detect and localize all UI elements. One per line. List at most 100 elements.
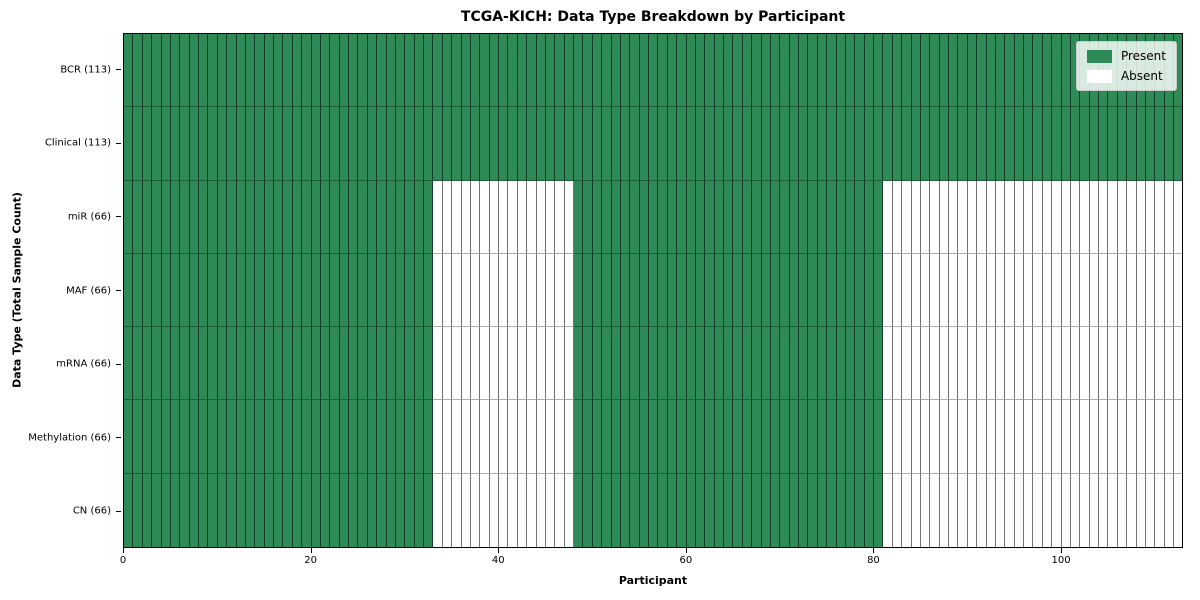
heatmap-cell [817, 327, 828, 401]
heatmap-cell [236, 34, 246, 108]
heatmap-cell [227, 327, 237, 401]
heatmap-cell [1080, 473, 1090, 547]
heatmap-cell [433, 180, 443, 254]
heatmap-cell [780, 253, 790, 328]
heatmap-cell [620, 400, 631, 474]
heatmap-cell [133, 327, 143, 401]
heatmap-cell [395, 34, 406, 108]
heatmap-cell [1127, 180, 1137, 254]
heatmap-cell [349, 473, 359, 547]
heatmap-cell [405, 34, 415, 108]
heatmap-cell [1117, 473, 1128, 547]
heatmap-cell [742, 253, 753, 328]
heatmap-cell [283, 400, 293, 474]
heatmap-cell [180, 473, 190, 547]
heatmap-cell [245, 107, 256, 181]
heatmap-cell [227, 473, 237, 547]
heatmap-cell [667, 107, 678, 181]
heatmap-cell [245, 253, 256, 328]
heatmap-cell [733, 400, 743, 474]
heatmap-cell [264, 107, 274, 181]
heatmap-cell [386, 327, 396, 401]
heatmap-cell [892, 107, 903, 181]
heatmap-cell [442, 34, 453, 108]
heatmap-cell [452, 107, 462, 181]
heatmap-cell [902, 473, 912, 547]
heatmap-cell [883, 107, 893, 181]
heatmap-cell [264, 327, 274, 401]
heatmap-cell [1005, 327, 1015, 401]
heatmap-cell [517, 34, 528, 108]
heatmap-cell [424, 400, 434, 474]
heatmap-cell [958, 473, 968, 547]
heatmap-cell [180, 107, 190, 181]
heatmap-cell [695, 400, 706, 474]
heatmap-cell [349, 180, 359, 254]
heatmap-cell [283, 34, 293, 108]
heatmap-cell [733, 327, 743, 401]
heatmap-cell [752, 34, 762, 108]
y-tick-mark [116, 363, 121, 365]
heatmap-cell [1033, 107, 1043, 181]
heatmap-cell [264, 473, 274, 547]
heatmap-cell [930, 107, 940, 181]
heatmap-cell [817, 107, 828, 181]
heatmap-cell [827, 34, 837, 108]
y-tick-mark [116, 437, 121, 439]
heatmap-cell [405, 473, 415, 547]
heatmap-cell [1089, 107, 1099, 181]
heatmap-cell [864, 400, 874, 474]
heatmap-cell [470, 400, 481, 474]
heatmap-cell [930, 327, 940, 401]
heatmap-cell [611, 180, 621, 254]
heatmap-cell [742, 180, 753, 254]
legend-item-absent: Absent [1086, 69, 1166, 83]
heatmap-cell [424, 253, 434, 328]
heatmap-cell [208, 400, 218, 474]
heatmap-cell [405, 400, 415, 474]
heatmap-cell [564, 34, 574, 108]
heatmap-cell [930, 253, 940, 328]
legend-label-present: Present [1120, 49, 1166, 63]
heatmap-cell [1108, 400, 1118, 474]
heatmap-cell [911, 400, 921, 474]
heatmap-cell [789, 473, 799, 547]
heatmap-cell [939, 180, 949, 254]
heatmap-cell [1070, 253, 1081, 328]
heatmap-cell [170, 400, 181, 474]
heatmap-cell [611, 107, 621, 181]
heatmap-cell [686, 180, 696, 254]
heatmap-cell [845, 107, 856, 181]
heatmap-cell [217, 400, 228, 474]
heatmap-cell [142, 34, 153, 108]
heatmap-cell [808, 34, 818, 108]
heatmap-cell [274, 107, 284, 181]
heatmap-cell [1155, 180, 1165, 254]
heatmap-cell [911, 107, 921, 181]
y-axis: BCR (113) Clinical (113) miR (66) MAF (66) m… [0, 33, 123, 548]
heatmap-cell [1145, 180, 1156, 254]
heatmap-cell [499, 107, 509, 181]
heatmap-cell [705, 473, 715, 547]
heatmap-cell [358, 180, 368, 254]
heatmap-cell [1042, 107, 1053, 181]
heatmap-cell [1052, 253, 1062, 328]
heatmap-cell [667, 400, 678, 474]
heatmap-cell [845, 253, 856, 328]
heatmap-cell [986, 327, 996, 401]
heatmap-cell [1127, 473, 1137, 547]
heatmap-cell [395, 327, 406, 401]
heatmap-cell [452, 400, 462, 474]
heatmap-cell [545, 473, 556, 547]
heatmap-cell [986, 34, 996, 108]
heatmap-cell [855, 473, 865, 547]
heatmap-cell [1136, 180, 1146, 254]
heatmap-cell [424, 180, 434, 254]
heatmap-cell [892, 253, 903, 328]
heatmap-cell [564, 473, 574, 547]
heatmap-cell [939, 400, 949, 474]
heatmap-cell [480, 327, 490, 401]
heatmap-cell [874, 180, 884, 254]
heatmap-cell [592, 34, 603, 108]
heatmap-cell [274, 473, 284, 547]
